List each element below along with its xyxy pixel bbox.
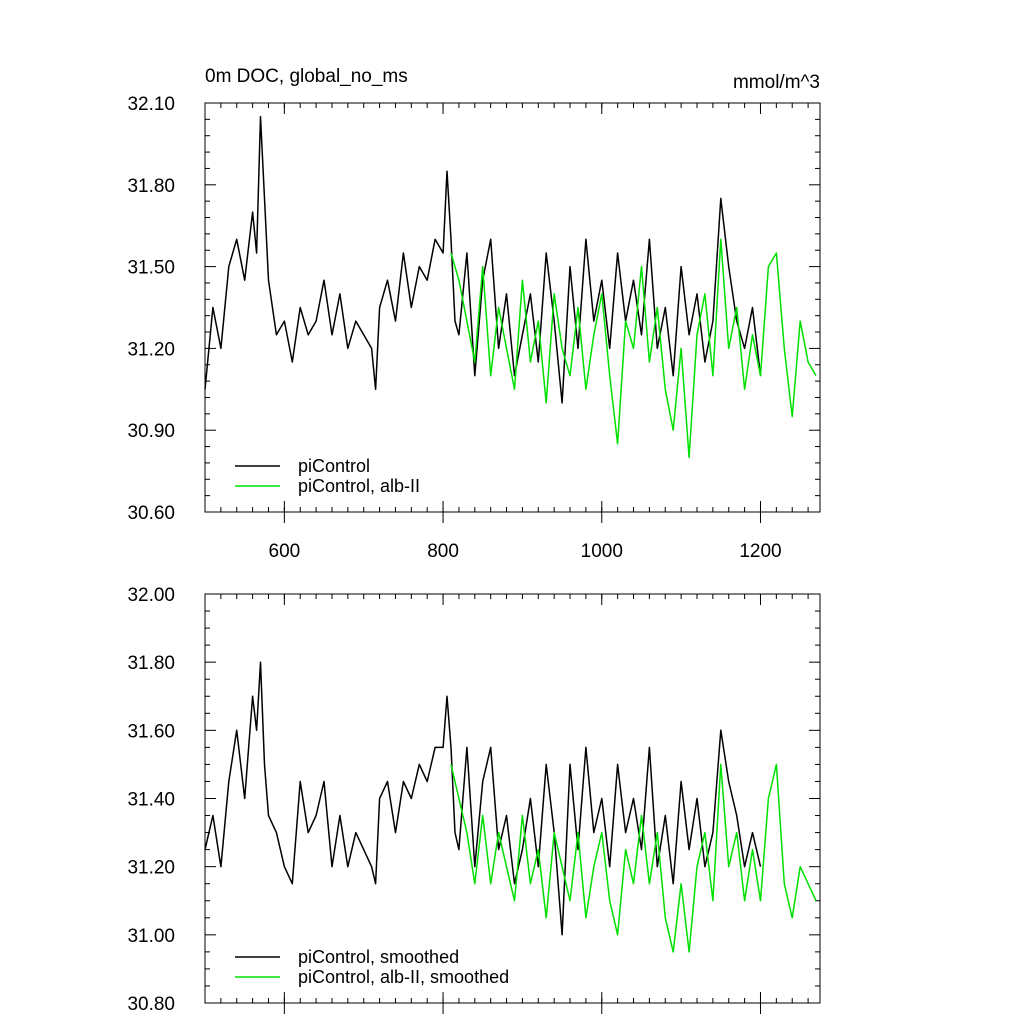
- units-label: mmol/m^3: [733, 72, 820, 93]
- plot-frame: [204, 102, 821, 513]
- y-tick-label: 31.00: [127, 926, 175, 947]
- y-tick-label: 31.80: [127, 653, 175, 674]
- x-tick-label: 600: [269, 541, 301, 562]
- x-tick-label: 800: [427, 541, 459, 562]
- y-tick-label: 31.60: [127, 721, 175, 742]
- y-tick-label: 31.80: [127, 176, 175, 197]
- series-line-1: [450, 763, 817, 953]
- legend-label-0: piControl: [298, 456, 370, 476]
- y-tick-label: 30.60: [127, 503, 175, 524]
- y-tick-label: 31.20: [127, 858, 175, 879]
- series-line-0: [204, 661, 762, 936]
- plot-frame: [204, 593, 821, 1004]
- legend-label-0: piControl, smoothed: [298, 947, 459, 967]
- y-tick-label: 32.10: [127, 94, 175, 115]
- y-tick-label: 31.20: [127, 339, 175, 360]
- y-tick-label: 30.80: [127, 994, 175, 1015]
- series-line-0: [204, 115, 762, 404]
- legend-label-1: piControl, alb-II, smoothed: [298, 967, 509, 987]
- chart-title: 0m DOC, global_no_ms: [205, 66, 408, 87]
- y-tick-label: 31.40: [127, 790, 175, 811]
- y-tick-label: 30.90: [127, 421, 175, 442]
- y-tick-label: 32.00: [127, 585, 175, 606]
- x-tick-label: 1000: [581, 541, 623, 562]
- series-line-1: [450, 238, 817, 459]
- x-tick-label: 1200: [739, 541, 781, 562]
- y-tick-label: 31.50: [127, 258, 175, 279]
- top-chart-panel: 0m DOC, global_no_ms mmol/m^3 600 800 1000…: [127, 66, 821, 562]
- bottom-chart-panel: 30.80 31.00 31.20 31.40 31.60 31.80 32.00 piCon…: [127, 585, 821, 1015]
- legend-label-1: piControl, alb-II: [298, 476, 420, 496]
